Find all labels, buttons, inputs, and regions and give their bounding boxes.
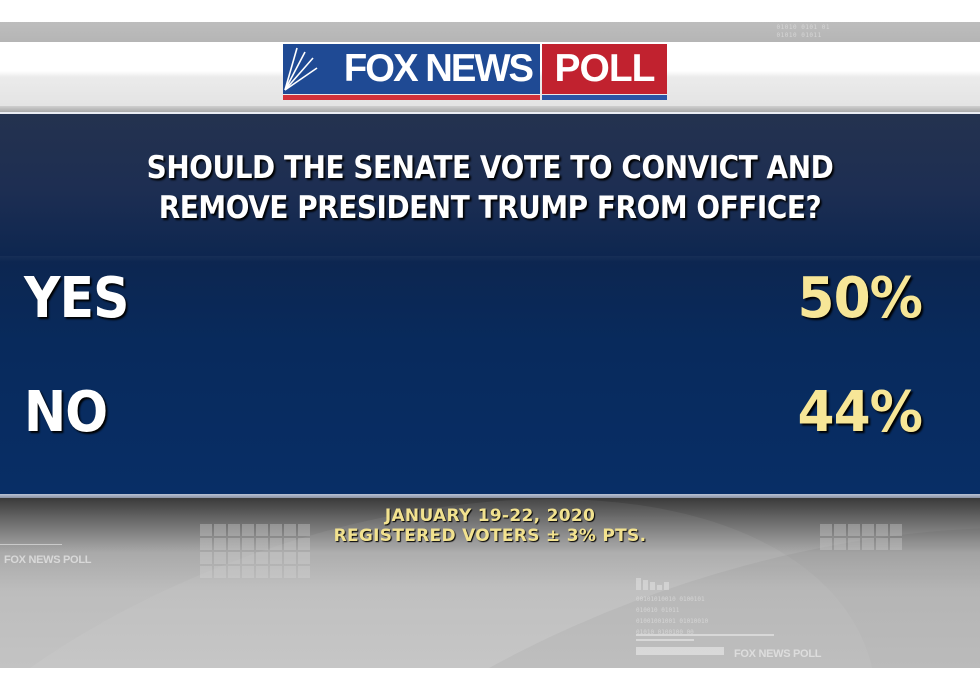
decor-bar-icon — [636, 578, 669, 590]
logo-fox-news-block: FOX NEWS — [283, 44, 540, 100]
fox-news-poll-logo: FOX NEWS POLL — [283, 44, 667, 100]
result-value: 44% — [797, 380, 923, 445]
footer: JANUARY 19-22, 2020 REGISTERED VOTERS ± … — [0, 498, 980, 668]
poll-metadata: JANUARY 19-22, 2020 REGISTERED VOTERS ± … — [0, 506, 980, 546]
question-line-2: REMOVE PRESIDENT TRUMP FROM OFFICE? — [158, 190, 822, 226]
logo-poll-text: POLL — [554, 47, 656, 90]
result-label: YES — [24, 266, 129, 331]
poll-graphic: 01010 0101 01 01010 01011 FOX NEWS POLL … — [0, 22, 980, 668]
poll-question: SHOULD THE SENATE VOTE TO CONVICT AND RE… — [49, 148, 931, 228]
decor-lines — [636, 634, 774, 655]
searchlight-icon — [284, 47, 318, 91]
poll-date: JANUARY 19-22, 2020 — [384, 506, 596, 526]
header-divider-highlight — [0, 112, 980, 114]
panel-divider — [0, 494, 980, 498]
result-row-yes: YES 50% — [0, 264, 980, 334]
results-panel: SHOULD THE SENATE VOTE TO CONVICT AND RE… — [0, 114, 980, 494]
decor-binary-text: 00101010010 0100101 010010 01011 0100100… — [636, 596, 709, 636]
watermark-right: FOX NEWS POLL — [734, 648, 821, 660]
watermark-text: FOX NEWS POLL — [734, 648, 822, 660]
result-row-no: NO 44% — [0, 378, 980, 448]
top-decor-strip: 01010 0101 01 01010 01011 — [0, 22, 980, 42]
result-label: NO — [24, 380, 108, 445]
logo-poll-block: POLL — [542, 44, 667, 100]
header-divider — [0, 106, 980, 112]
logo-fox-news-text: FOX NEWS — [343, 47, 534, 90]
decor-grid — [820, 524, 902, 550]
decor-binary-text: 01010 0101 01 01010 01011 — [776, 24, 830, 39]
watermark-text: FOX NEWS POLL — [4, 554, 92, 566]
decor-grid — [200, 524, 310, 578]
question-line-1: SHOULD THE SENATE VOTE TO CONVICT AND — [146, 150, 834, 186]
watermark-left: FOX NEWS POLL — [0, 544, 92, 566]
result-value: 50% — [797, 266, 923, 331]
poll-sample-info: REGISTERED VOTERS ± 3% PTS. — [333, 526, 647, 546]
